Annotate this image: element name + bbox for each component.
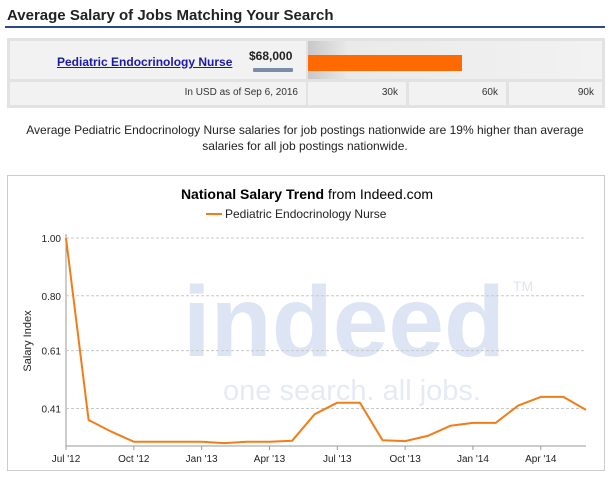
x-tick-label: Jan '13 (186, 454, 218, 465)
usd-note: In USD as of Sep 6, 2016 (184, 87, 298, 98)
chart-title-main: National Salary Trend (181, 186, 324, 202)
scale-cell-30k: 30k (308, 82, 406, 105)
scale-label-60k: 60k (481, 87, 498, 98)
salary-bar (308, 55, 462, 71)
average-salary: $68,000 (249, 49, 293, 63)
y-tick-label: 0.61 (42, 347, 62, 358)
chart-svg: indeed one search. all jobs. TM National… (22, 186, 587, 465)
scale-label-90k: 90k (577, 87, 594, 98)
series (65, 237, 587, 445)
x-tick-label: Jul '13 (323, 454, 352, 465)
y-axis-label: Salary Index (22, 310, 34, 372)
job-cell: Pediatric Endocrinology Nurse $68,000 (10, 41, 306, 79)
y-tick-label: 0.41 (42, 404, 62, 415)
section-title: Average Salary of Jobs Matching Your Sea… (7, 7, 334, 24)
section-header: Average Salary of Jobs Matching Your Sea… (5, 4, 605, 28)
salary-summary: Pediatric Endocrinology Nurse $68,000 In… (7, 38, 605, 108)
legend: Pediatric Endocrinology Nurse (206, 207, 387, 221)
y-tick-label: 0.80 (42, 292, 62, 303)
y-tick-label: 1.00 (42, 234, 62, 245)
chart-title: National Salary Trend from Indeed.com (181, 186, 433, 202)
series-line (65, 237, 587, 445)
scale-cell-60k: 60k (409, 82, 506, 105)
job-title-link[interactable]: Pediatric Endocrinology Nurse (57, 55, 233, 69)
watermark: indeed one search. all jobs. TM (183, 266, 533, 407)
watermark-logo: indeed (183, 266, 505, 378)
x-tick-label: Oct '13 (389, 454, 421, 465)
x-tick-label: Jul '12 (52, 454, 81, 465)
y-ticks: 1.00 0.80 0.61 0.41 (42, 234, 62, 415)
watermark-tm: TM (513, 278, 533, 294)
comparison-text: Average Pediatric Endocrinology Nurse sa… (26, 123, 584, 153)
scale-cell-90k: 90k (509, 82, 602, 105)
salary-underline (253, 68, 293, 72)
x-tick-label: Oct '12 (118, 454, 150, 465)
watermark-tagline: one search. all jobs. (223, 375, 481, 407)
x-ticks: Jul '12 Oct '12 Jan '13 Apr '13 Jul '13 Oct '… (52, 446, 557, 465)
salary-bar-track (308, 41, 602, 79)
x-tick-label: Apr '14 (525, 454, 557, 465)
x-tick-label: Apr '13 (254, 454, 286, 465)
chart-title-suffix: from Indeed.com (324, 186, 433, 202)
legend-label: Pediatric Endocrinology Nurse (225, 207, 387, 221)
scale-label-30k: 30k (381, 87, 398, 98)
salary-trend-chart: indeed one search. all jobs. TM National… (7, 175, 605, 471)
x-tick-label: Jan '14 (457, 454, 489, 465)
usd-note-cell: In USD as of Sep 6, 2016 (10, 82, 306, 105)
